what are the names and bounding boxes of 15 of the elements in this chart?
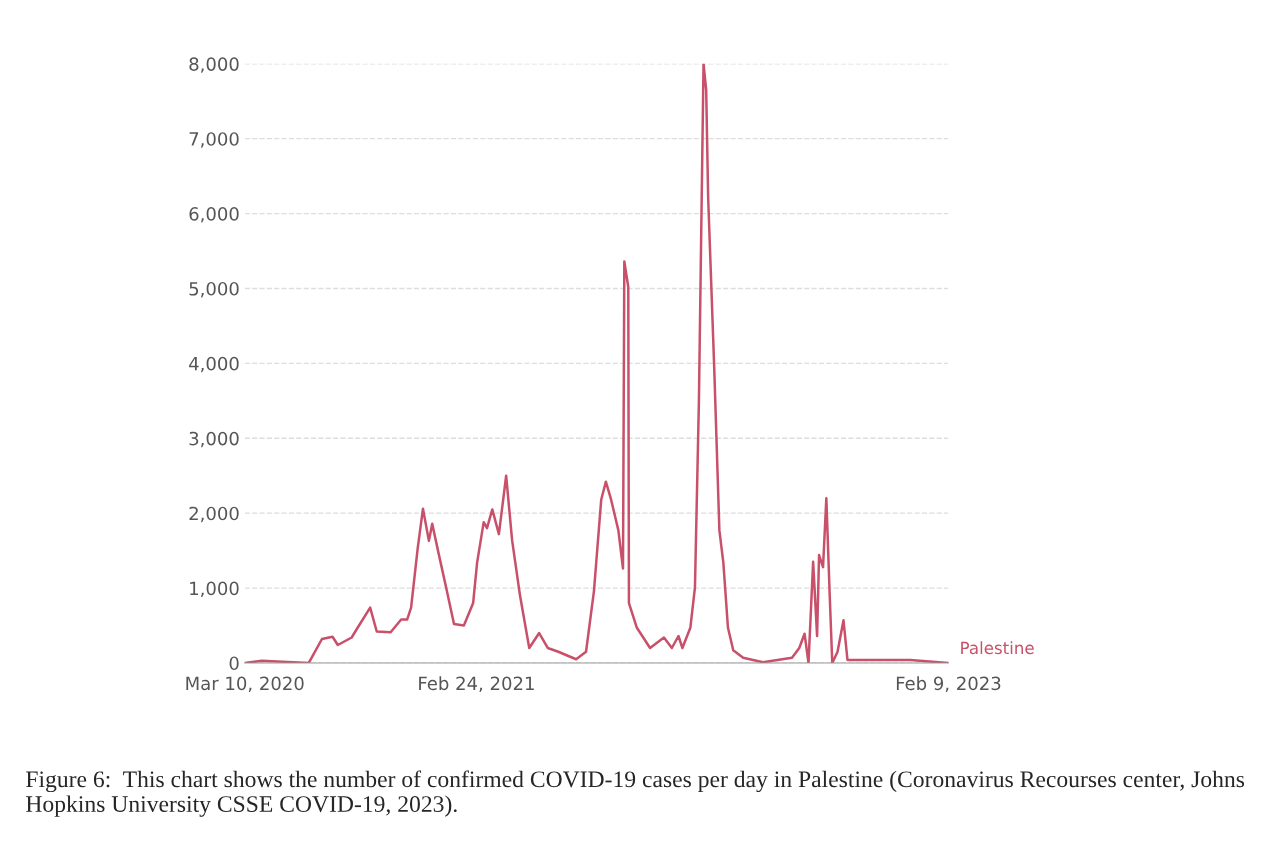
x-tick-label: Feb 24, 2021 <box>419 676 534 692</box>
line-series <box>244 63 949 663</box>
series-label: Palestine <box>961 641 1034 655</box>
caption: Figure 6: This chart shows the number of confirmed COVID-19 cases per day in Palestine (Coronavirus Recourses center, Johns Hopkins University CSSE COVID-19, 2023). <box>26 770 1245 817</box>
y-tick-label: 0 <box>229 656 239 671</box>
y-tick-label: 7,000 <box>189 132 239 148</box>
y-tick-label: 4,000 <box>189 356 239 373</box>
y-tick-label: 1,000 <box>190 581 239 598</box>
y-tick-label: 2,000 <box>189 506 239 523</box>
x-tick-label: Feb 9, 2023 <box>896 676 1001 692</box>
y-tick-label: 8,000 <box>189 57 239 73</box>
y-tick-label: 5,000 <box>189 281 239 298</box>
x-tick-label: Mar 10, 2020 <box>186 676 304 692</box>
y-tick-label: 3,000 <box>189 431 239 448</box>
y-tick-label: 6,000 <box>189 207 239 223</box>
